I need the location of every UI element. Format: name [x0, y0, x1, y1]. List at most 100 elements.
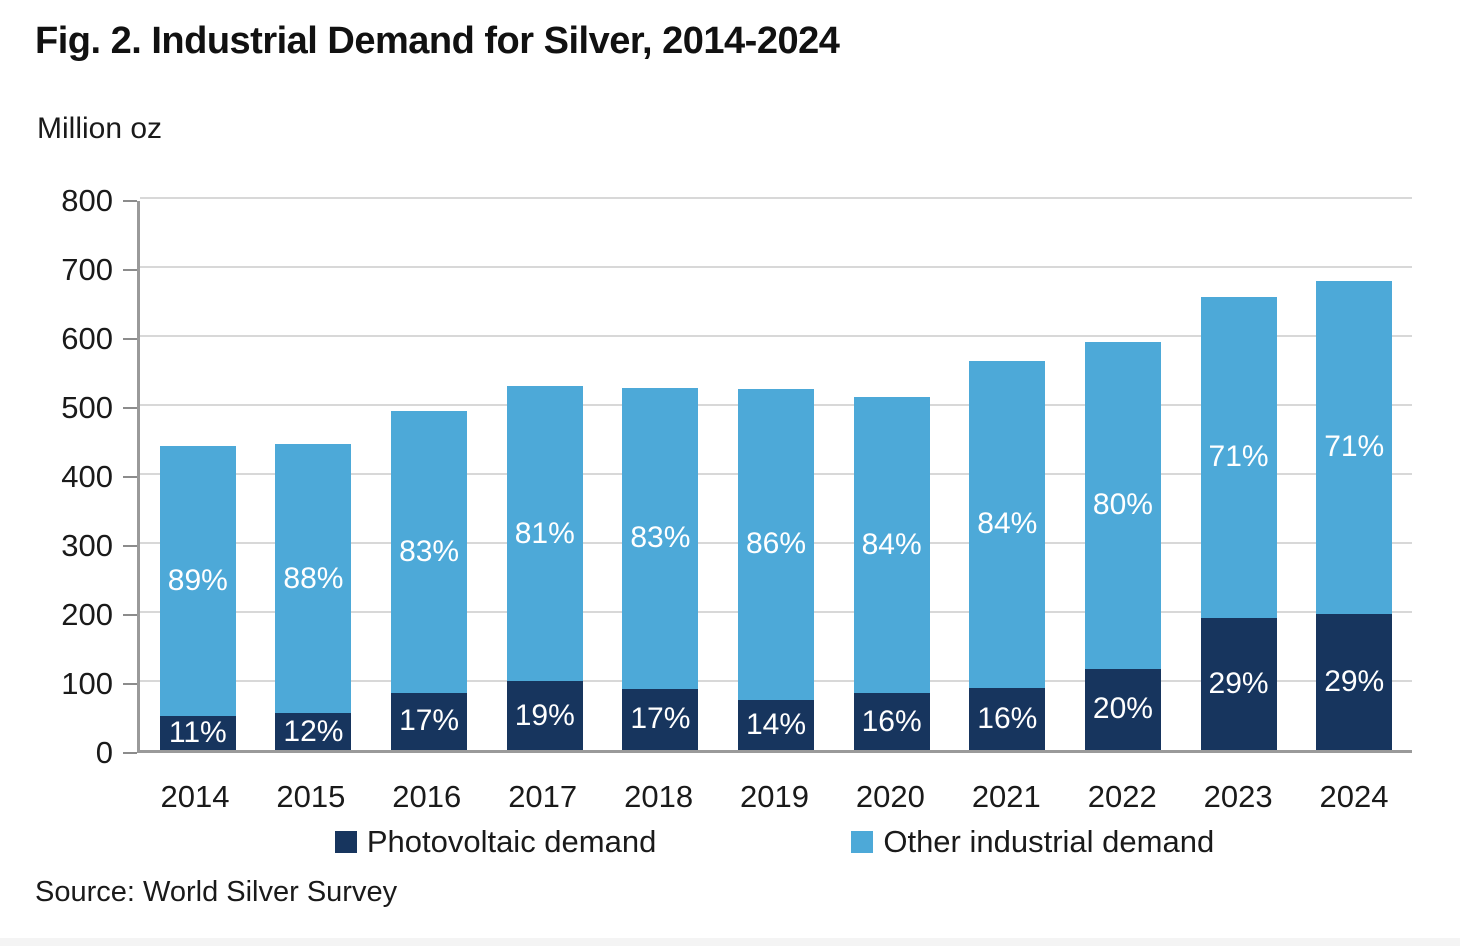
stacked-bar-2020: 84% 16% [853, 397, 930, 750]
segment-label: 19% [514, 698, 575, 732]
legend-swatch-photovoltaic-icon [334, 831, 357, 853]
y-tick-mark-600 [123, 338, 137, 340]
y-tick-label-0: 0 [95, 735, 113, 770]
bar-group-2017: 81% 19% [487, 201, 603, 750]
source-note: Source: World Silver Survey [35, 876, 398, 908]
bar-group-2014: 89% 11% [140, 201, 256, 750]
segment-other-industrial-2015: 88% [275, 444, 352, 714]
segment-other-industrial-2018: 83% [622, 387, 699, 689]
bottom-edge-strip [0, 938, 1460, 946]
gridline-700 [140, 266, 1412, 268]
x-tick-label-2021: 2021 [971, 779, 1041, 814]
x-tick-label-2015: 2015 [276, 779, 346, 814]
y-tick-label-700: 700 [61, 252, 113, 287]
bar-group-2023: 71% 29% [1181, 201, 1297, 750]
gridline-600 [140, 335, 1412, 337]
segment-other-industrial-2014: 89% [159, 445, 236, 717]
y-tick-mark-100 [123, 683, 137, 685]
stacked-bar-2016: 83% 17% [391, 411, 468, 750]
legend-item-photovoltaic: Photovoltaic demand [334, 824, 657, 860]
x-axis: 2014 2015 2016 2017 2018 2019 2020 2021 2022 2023… [137, 779, 1412, 815]
segment-other-industrial-2021: 84% [969, 360, 1046, 688]
segment-other-industrial-2023: 71% [1200, 296, 1277, 619]
segment-label: 89% [167, 563, 228, 597]
bars-container: 89% 11% 88% 12% 83% 17% 81% 19% 83% 17% 86% 14% 84% 1… [140, 201, 1412, 750]
x-tick-label-2023: 2023 [1203, 779, 1273, 814]
x-tick-label-2014: 2014 [160, 779, 230, 814]
segment-photovoltaic-2022: 20% [1084, 668, 1161, 750]
segment-label: 12% [283, 714, 344, 748]
segment-label: 83% [630, 521, 691, 555]
y-tick-label-800: 800 [61, 183, 113, 218]
stacked-bar-2018: 83% 17% [622, 387, 699, 750]
stacked-bar-2022: 80% 20% [1084, 342, 1161, 750]
segment-label: 80% [1092, 488, 1153, 522]
segment-label: 17% [399, 704, 460, 738]
bar-group-2024: 71% 29% [1296, 201, 1412, 750]
y-tick-label-300: 300 [61, 528, 113, 563]
stacked-bar-2023: 71% 29% [1200, 296, 1277, 750]
segment-label: 29% [1208, 667, 1269, 701]
y-axis-unit-label: Million oz [37, 112, 163, 145]
x-tick-label-2022: 2022 [1087, 779, 1157, 814]
segment-label: 17% [630, 702, 691, 736]
y-tick-label-600: 600 [61, 321, 113, 356]
segment-label: 16% [977, 701, 1038, 735]
x-tick-label-2016: 2016 [392, 779, 462, 814]
plot-area: 89% 11% 88% 12% 83% 17% 81% 19% 83% 17% 86% 14% 84% 1… [137, 197, 1412, 753]
segment-other-industrial-2022: 80% [1084, 342, 1161, 669]
x-tick-label-2024: 2024 [1319, 779, 1389, 814]
y-tick-mark-400 [123, 476, 137, 478]
segment-photovoltaic-2020: 16% [853, 693, 930, 750]
segment-other-industrial-2019: 86% [738, 389, 815, 700]
stacked-bar-2017: 81% 19% [506, 386, 583, 750]
segment-photovoltaic-2023: 29% [1200, 618, 1277, 750]
segment-label: 81% [514, 516, 575, 550]
segment-other-industrial-2020: 84% [853, 397, 930, 694]
legend-label-photovoltaic: Photovoltaic demand [366, 824, 657, 859]
segment-photovoltaic-2015: 12% [275, 713, 352, 750]
segment-other-industrial-2017: 81% [506, 386, 583, 681]
segment-label: 11% [168, 716, 227, 750]
segment-photovoltaic-2019: 14% [738, 699, 815, 750]
segment-photovoltaic-2017: 19% [506, 681, 583, 750]
segment-label: 71% [1324, 430, 1385, 464]
stacked-bar-2014: 89% 11% [159, 445, 236, 750]
segment-label: 88% [283, 561, 344, 595]
x-tick-label-2020: 2020 [855, 779, 925, 814]
stacked-bar-2019: 86% 14% [738, 389, 815, 750]
bar-group-2022: 80% 20% [1065, 201, 1181, 750]
stacked-bar-2021: 84% 16% [969, 360, 1046, 750]
y-tick-label-200: 200 [61, 597, 113, 632]
y-tick-label-500: 500 [61, 390, 113, 425]
segment-label: 71% [1208, 440, 1269, 474]
y-tick-mark-0 [123, 752, 137, 754]
x-tick-label-2019: 2019 [740, 779, 809, 814]
bar-group-2021: 84% 16% [949, 201, 1065, 750]
y-tick-mark-500 [123, 407, 137, 409]
segment-photovoltaic-2024: 29% [1316, 614, 1393, 750]
segment-label: 83% [399, 534, 460, 568]
bar-group-2015: 88% 12% [256, 201, 372, 750]
segment-label: 20% [1092, 692, 1153, 726]
stacked-bar-2015: 88% 12% [275, 444, 352, 750]
chart-title: Fig. 2. Industrial Demand for Silver, 20… [35, 20, 840, 62]
legend-label-other-industrial: Other industrial demand [883, 824, 1215, 859]
segment-label: 29% [1324, 665, 1385, 699]
segment-label: 84% [977, 507, 1038, 541]
segment-label: 86% [745, 527, 807, 561]
legend-swatch-other-industrial-icon [851, 831, 874, 853]
y-tick-label-100: 100 [61, 666, 113, 701]
x-tick-label-2017: 2017 [508, 779, 578, 814]
legend-item-other-industrial: Other industrial demand [851, 824, 1214, 860]
segment-label: 16% [861, 704, 922, 738]
segment-label: 14% [745, 707, 807, 741]
bar-group-2019: 86% 14% [718, 201, 834, 750]
segment-photovoltaic-2014: 11% [159, 716, 236, 750]
bar-group-2018: 83% 17% [603, 201, 719, 750]
gridline-800 [140, 197, 1412, 199]
x-tick-label-2018: 2018 [624, 779, 694, 814]
segment-other-industrial-2024: 71% [1316, 280, 1393, 615]
y-tick-mark-200 [123, 614, 137, 616]
